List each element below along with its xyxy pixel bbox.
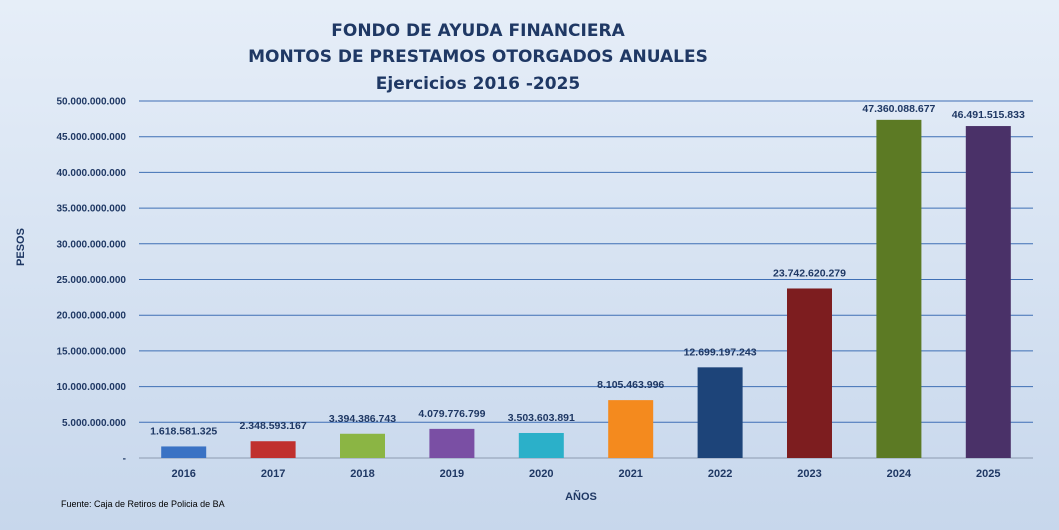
data-label-2025: 46.491.515.833: [952, 109, 1025, 121]
data-label-2022: 12.699.197.243: [684, 346, 757, 358]
y-tick-label: 30.000.000.000: [56, 239, 126, 250]
y-tick-label: 50.000.000.000: [56, 97, 126, 108]
chart-title-line-1: FONDO DE AYUDA FINANCIERA: [331, 21, 625, 41]
bar-2018: [340, 433, 385, 458]
bar-2025: [965, 126, 1011, 459]
data-label-2017: 2.348.593.167: [240, 420, 307, 432]
data-label-2019: 4.079.776.799: [418, 408, 485, 420]
y-axis-title: PESOS: [15, 228, 27, 266]
y-axis-ticks: - 5.000.000.000 10.000.000.000 15.000.000.0…: [56, 97, 126, 465]
y-tick-label: -: [123, 454, 126, 465]
data-label-2018: 3.394.386.743: [329, 413, 396, 425]
bar-2022: [697, 367, 743, 458]
x-tick-label: 2023: [797, 468, 821, 480]
source-note: Fuente: Caja de Retiros de Policia de BA: [61, 499, 225, 509]
data-labels: 1.618.581.325 2.348.593.167 3.394.386.743 4…: [150, 103, 1025, 438]
x-tick-label: 2017: [261, 468, 285, 480]
y-tick-label: 25.000.000.000: [56, 275, 126, 286]
y-tick-label: 15.000.000.000: [56, 346, 126, 357]
x-tick-label: 2020: [529, 468, 553, 480]
x-tick-label: 2018: [350, 468, 374, 480]
data-label-2016: 1.618.581.325: [150, 425, 217, 437]
bar-2023: [787, 288, 832, 458]
chart-title-line-3: Ejercicios 2016 -2025: [376, 74, 580, 94]
x-tick-label: 2016: [171, 468, 195, 480]
x-axis-ticks: 2016 2017 2018 2019 2020 2021 2022 2023 2024 2025: [171, 468, 1000, 480]
x-tick-label: 2019: [440, 468, 464, 480]
data-label-2021: 8.105.463.996: [597, 379, 664, 391]
y-tick-label: 5.000.000.000: [62, 418, 126, 429]
y-tick-label: 10.000.000.000: [56, 382, 126, 393]
data-label-2024: 47.360.088.677: [862, 103, 935, 115]
bar-2024: [876, 119, 922, 458]
y-tick-label: 35.000.000.000: [56, 204, 126, 215]
y-tick-label: 40.000.000.000: [56, 168, 126, 179]
x-tick-label: 2024: [887, 468, 912, 480]
x-tick-label: 2022: [708, 468, 732, 480]
bar-2016: [161, 446, 207, 458]
bars: [161, 119, 1011, 459]
bar-2019: [429, 428, 475, 458]
y-tick-label: 45.000.000.000: [56, 132, 126, 143]
bar-2017: [250, 441, 296, 458]
data-label-2020: 3.503.603.891: [508, 412, 575, 424]
x-axis-title: AÑOS: [565, 490, 597, 503]
bar-2021: [608, 400, 654, 458]
x-tick-label: 2025: [976, 468, 1000, 480]
data-label-2023: 23.742.620.279: [773, 267, 846, 279]
x-tick-label: 2021: [618, 468, 642, 480]
bar-2020: [518, 432, 564, 458]
chart-title: FONDO DE AYUDA FINANCIERA MONTOS DE PRES…: [248, 21, 708, 94]
chart-title-line-2: MONTOS DE PRESTAMOS OTORGADOS ANUALES: [248, 47, 708, 67]
y-tick-label: 20.000.000.000: [56, 311, 126, 322]
